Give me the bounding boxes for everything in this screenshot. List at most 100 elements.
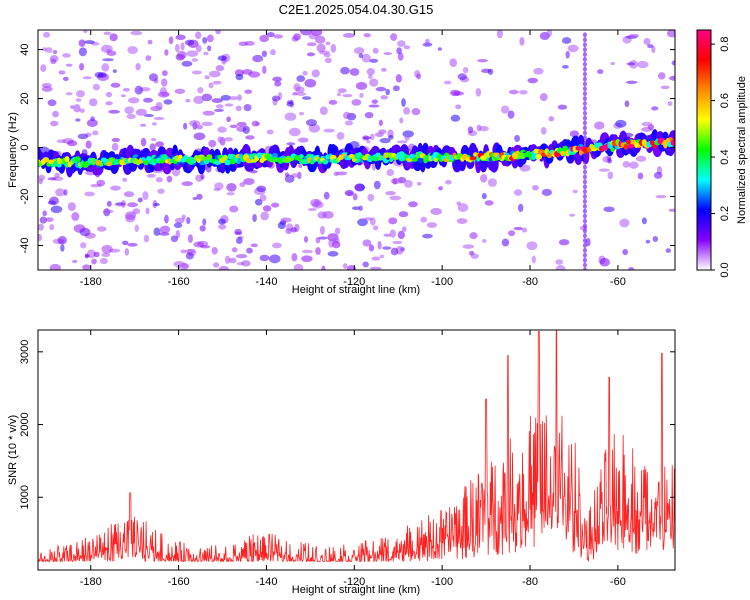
- heatmap-cell: [319, 225, 325, 235]
- heatmap-cell: [395, 74, 402, 83]
- heatmap-cell: [403, 179, 413, 188]
- heatmap-cell: [39, 216, 48, 224]
- heatmap-cell: [166, 175, 173, 183]
- heatmap-cell: [112, 69, 117, 74]
- heatmap-cell: [519, 37, 525, 46]
- heatmap-cell: [437, 47, 442, 51]
- heatmap-cell: [298, 111, 305, 116]
- heatmap-cell: [173, 260, 186, 268]
- heatmap-cell: [218, 265, 230, 270]
- heatmap-cell: [358, 205, 363, 211]
- heatmap-cell: [607, 157, 612, 164]
- heatmap-cell: [186, 216, 191, 225]
- heatmap-cell: [561, 37, 572, 44]
- heatmap-cell: [364, 111, 374, 119]
- heatmap-cell: [202, 218, 207, 226]
- heatmap-cell: [99, 257, 108, 265]
- heatmap-cell: [317, 211, 327, 219]
- heatmap-cell: [305, 119, 318, 127]
- heatmap-cell: [508, 89, 519, 95]
- heatmap-cell: [197, 86, 204, 94]
- spectrogram-x-tick-label: -140: [255, 276, 277, 288]
- spectrogram-x-tick-label: -80: [522, 276, 538, 288]
- heatmap-cell: [293, 263, 304, 270]
- heatmap-cell: [161, 153, 168, 161]
- heatmap-cell: [135, 108, 147, 116]
- heatmap-cell: [371, 99, 378, 104]
- heatmap-cell: [647, 44, 654, 49]
- snr-y-ticks: 1000 2000 3000: [19, 340, 675, 510]
- heatmap-cell: [143, 160, 149, 166]
- heatmap-cell: [212, 80, 222, 85]
- heatmap-cell: [450, 89, 461, 97]
- heatmap-cell: [126, 113, 136, 120]
- heatmap-cell: [97, 226, 107, 232]
- heatmap-cell: [475, 87, 482, 97]
- heatmap-cell: [669, 75, 675, 81]
- heatmap-cell: [237, 94, 242, 101]
- heatmap-cell: [513, 189, 523, 196]
- heatmap-cell: [187, 234, 193, 243]
- heatmap-cell: [396, 140, 408, 144]
- heatmap-cell: [45, 47, 53, 53]
- heatmap-cell: [55, 188, 66, 197]
- heatmap-cell: [226, 116, 231, 123]
- colorbar-tick-label: 0.4: [719, 149, 731, 164]
- heatmap-cell: [375, 86, 387, 92]
- heatmap-cell: [334, 227, 341, 235]
- heatmap-cell: [140, 123, 147, 127]
- heatmap-cell: [195, 44, 202, 53]
- heatmap-cell: [582, 110, 587, 116]
- heatmap-cell: [657, 72, 666, 80]
- heatmap-cell: [569, 213, 576, 217]
- heatmap-cell: [160, 78, 168, 87]
- heatmap-cell: [487, 178, 498, 187]
- heatmap-cell: [92, 130, 99, 136]
- heatmap-cell: [284, 112, 297, 121]
- heatmap-cell: [143, 97, 153, 103]
- heatmap-cell: [170, 235, 179, 243]
- heatmap-cell: [456, 218, 468, 224]
- heatmap-cell: [315, 35, 326, 44]
- heatmap-cell: [643, 38, 651, 46]
- heatmap-cell: [582, 61, 587, 67]
- heatmap-cell: [266, 31, 275, 38]
- heatmap-cell: [91, 258, 97, 265]
- heatmap-cell: [271, 242, 282, 249]
- heatmap-cell: [292, 91, 298, 96]
- heatmap-cell: [331, 241, 341, 249]
- heatmap-cell: [582, 203, 587, 209]
- heatmap-cell: [125, 211, 137, 220]
- heatmap-cell: [513, 226, 523, 231]
- heatmap-cell: [96, 179, 106, 187]
- heatmap-cell: [241, 260, 251, 267]
- heatmap-cell: [582, 164, 587, 170]
- heatmap-cell: [184, 39, 195, 46]
- colorbar-label: Normalized spectral amplitude: [736, 76, 748, 224]
- heatmap-cell: [367, 193, 375, 202]
- heatmap-cell: [52, 50, 58, 55]
- heatmap-cell: [83, 30, 88, 34]
- heatmap-cell: [123, 191, 135, 198]
- heatmap-cell: [389, 229, 396, 238]
- heatmap-cell: [582, 233, 587, 239]
- heatmap-cell: [161, 92, 169, 97]
- heatmap-cell: [211, 98, 224, 103]
- heatmap-cell: [479, 125, 489, 132]
- heatmap-cell: [422, 233, 433, 239]
- heatmap-cell: [582, 247, 587, 253]
- heatmap-cell: [78, 47, 88, 57]
- heatmap-cell: [546, 30, 553, 37]
- heatmap-cell: [379, 254, 385, 259]
- heatmap-cell: [62, 76, 69, 81]
- spectrogram-x-tick-label: -100: [431, 276, 453, 288]
- heatmap-cell: [94, 71, 104, 78]
- heatmap-cell: [507, 230, 516, 237]
- heatmap-cell: [301, 255, 313, 263]
- heatmap-cell: [101, 63, 110, 72]
- heatmap-cell: [455, 104, 462, 110]
- heatmap-cell: [92, 83, 100, 91]
- heatmap-cell: [120, 94, 126, 98]
- heatmap-cell: [594, 121, 605, 130]
- heatmap-cell: [270, 49, 276, 56]
